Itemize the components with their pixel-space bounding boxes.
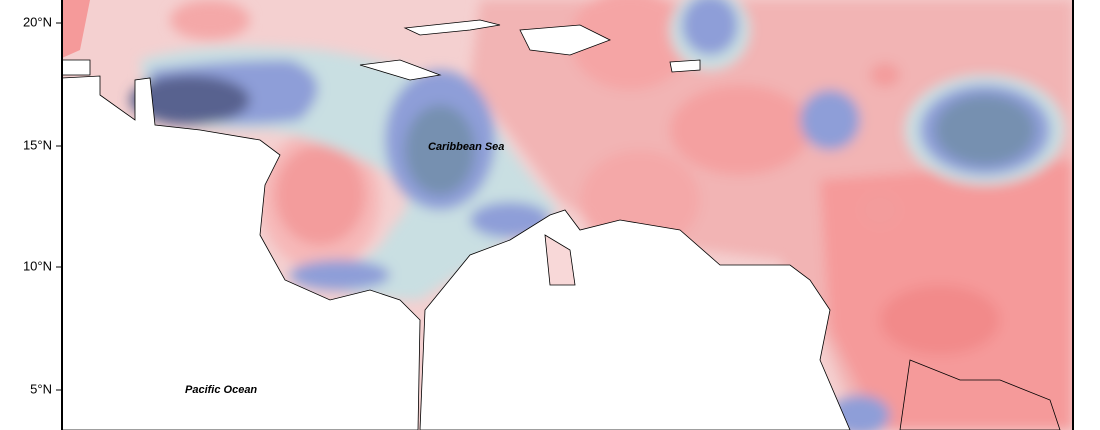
anomaly-field [62,0,1073,430]
lat-label: 20°N [23,14,52,29]
ocean-label: Pacific Ocean [185,384,257,396]
sea-label: Caribbean Sea [428,141,504,153]
lat-label: 15°N [23,137,52,152]
lat-label: 10°N [23,258,52,273]
latitude-axis: 20°N 15°N 10°N 5°N [23,14,62,396]
lat-label: 5°N [30,381,52,396]
map-frame [61,0,1074,430]
land [62,19,1061,430]
